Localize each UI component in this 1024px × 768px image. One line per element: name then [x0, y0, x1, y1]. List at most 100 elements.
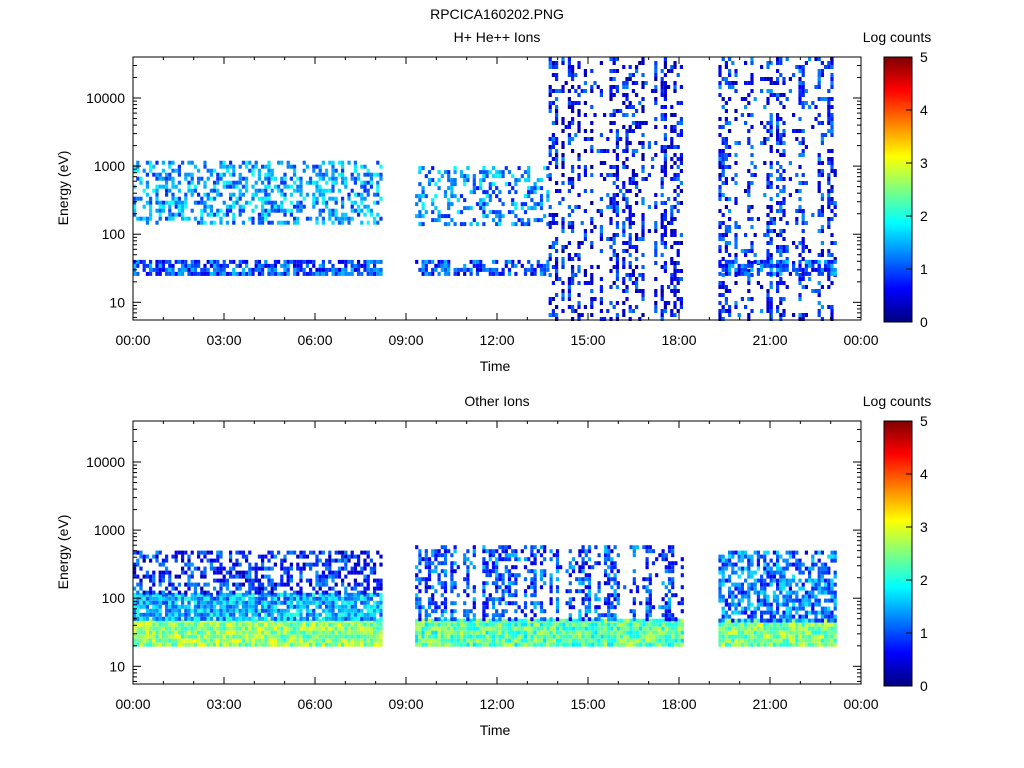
heatmap-cell — [517, 166, 521, 171]
heatmap-cell — [437, 214, 441, 219]
heatmap-cell — [798, 297, 802, 301]
heatmap-cell — [571, 642, 576, 647]
heatmap-cell — [325, 600, 329, 605]
heatmap-cell — [181, 271, 185, 276]
heatmap-cell — [267, 630, 271, 635]
heatmap-cell — [811, 267, 815, 272]
heatmap-cell — [453, 642, 457, 647]
heatmap-cell — [168, 208, 172, 213]
heatmap-cell — [612, 165, 616, 169]
heatmap-cell — [299, 574, 303, 579]
heatmap-cell — [283, 592, 287, 597]
heatmap-cell — [309, 259, 313, 264]
heatmap-cell — [145, 554, 149, 559]
heatmap-cell — [264, 622, 268, 627]
heatmap-cell — [769, 173, 773, 177]
heatmap-cell — [177, 200, 181, 205]
heatmap-cell — [424, 589, 428, 594]
heatmap-cell — [552, 642, 556, 647]
heatmap-cell — [187, 616, 191, 621]
heatmap-cell — [334, 596, 338, 601]
heatmap-cell — [628, 141, 632, 145]
heatmap-cell — [555, 261, 559, 265]
heatmap-cell — [718, 193, 722, 197]
heatmap-cell — [801, 85, 805, 89]
heatmap-cell — [676, 309, 680, 313]
heatmap-cell — [344, 622, 348, 627]
heatmap-cell — [165, 630, 169, 635]
heatmap-cell — [488, 626, 492, 631]
heatmap-cell — [472, 174, 476, 179]
heatmap-cell — [479, 178, 483, 183]
heatmap-cell — [734, 305, 738, 309]
heatmap-cell — [229, 612, 233, 617]
heatmap-cell — [676, 261, 680, 265]
heatmap-cell — [222, 638, 226, 643]
heatmap-cell — [583, 233, 587, 237]
heatmap-cell — [248, 578, 252, 583]
heatmap-cell — [763, 137, 767, 141]
heatmap-cell — [427, 613, 432, 618]
heatmap-cell — [625, 81, 629, 85]
heatmap-cell — [373, 622, 377, 627]
heatmap-cell — [488, 618, 492, 623]
heatmap-cell — [485, 194, 489, 199]
heatmap-cell — [133, 212, 137, 217]
heatmap-cell — [594, 642, 598, 647]
heatmap-cell — [337, 570, 341, 575]
heatmap-cell — [376, 180, 380, 185]
heatmap-cell — [270, 267, 274, 272]
heatmap-cell — [305, 630, 309, 635]
heatmap-cell — [360, 596, 364, 601]
heatmap-cell — [331, 604, 335, 609]
heatmap-cell — [443, 609, 448, 614]
heatmap-cell — [238, 204, 242, 209]
heatmap-cell — [820, 73, 824, 77]
heatmap-cell — [280, 271, 284, 276]
heatmap-cell — [817, 259, 821, 264]
heatmap-cell — [676, 101, 680, 105]
heatmap-cell — [750, 205, 754, 209]
heatmap-cell — [376, 172, 380, 177]
heatmap-cell — [341, 608, 345, 613]
heatmap-cell — [165, 604, 169, 609]
heatmap-cell — [232, 626, 236, 631]
heatmap-cell — [660, 169, 664, 173]
heatmap-cell — [677, 626, 681, 631]
heatmap-cell — [639, 622, 643, 627]
heatmap-cell — [472, 186, 476, 191]
heatmap-cell — [571, 109, 575, 113]
heatmap-cell — [216, 550, 220, 555]
heatmap-cell — [721, 257, 725, 261]
heatmap-cell — [238, 196, 242, 201]
heatmap-cell — [181, 200, 185, 205]
heatmap-cell — [679, 117, 683, 121]
heatmap-cell — [625, 85, 629, 89]
heatmap-cell — [628, 273, 632, 277]
heatmap-cell — [635, 65, 639, 69]
heatmap-cell — [734, 259, 738, 264]
heatmap-cell — [257, 616, 261, 621]
heatmap-cell — [347, 592, 351, 597]
heatmap-cell — [667, 197, 671, 201]
heatmap-cell — [203, 642, 207, 647]
heatmap-cell — [254, 267, 258, 272]
heatmap-cell — [334, 622, 338, 627]
heatmap-cell — [530, 190, 534, 195]
heatmap-cell — [491, 271, 496, 276]
heatmap-cell — [155, 271, 159, 276]
heatmap-cell — [564, 245, 568, 249]
heatmap-cell — [482, 174, 486, 179]
heatmap-cell — [363, 612, 367, 617]
heatmap-cell — [187, 622, 191, 627]
heatmap-cell — [302, 626, 306, 631]
heatmap-cell — [267, 176, 271, 181]
heatmap-cell — [270, 622, 274, 627]
heatmap-cell — [171, 184, 175, 189]
heatmap-cell — [238, 582, 242, 587]
heatmap-cell — [567, 241, 571, 245]
heatmap-cell — [418, 622, 422, 627]
heatmap-cell — [254, 586, 258, 591]
heatmap-cell — [437, 178, 441, 183]
heatmap-cell — [587, 630, 592, 635]
